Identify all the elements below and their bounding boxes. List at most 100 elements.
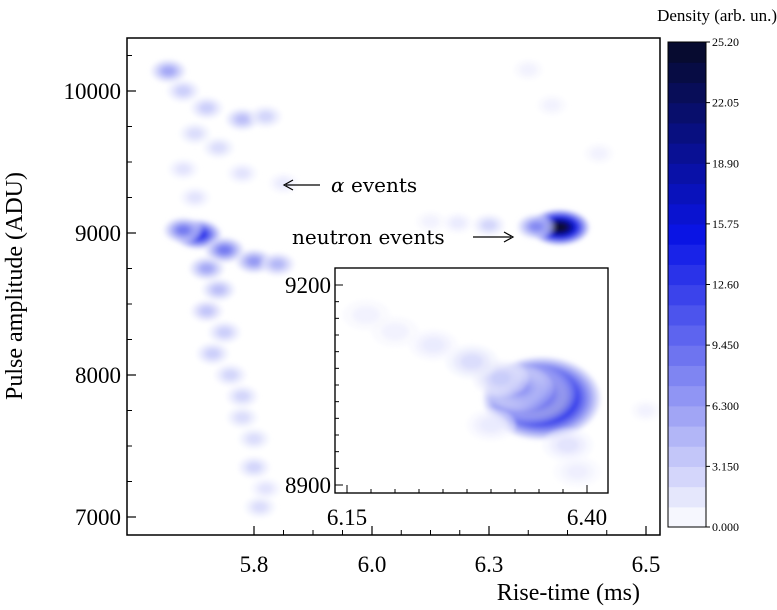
inset-y-tick-label: 8900 [285,473,331,498]
colorbar-level [668,143,706,164]
colorbar: 0.000 3.150 6.300 9.450 12.60 15.75 18.90 22.05… [667,35,739,534]
density-blob [238,456,270,479]
colorbar-tick-label: 12.60 [712,278,739,292]
colorbar-level [668,82,706,104]
colorbar-level [668,385,706,407]
x-tick-label: 5.8 [240,552,269,577]
colorbar-level [668,405,706,427]
colorbar-level [668,324,706,346]
alpha-symbol: α [331,173,345,197]
x-tick-label: 6.5 [632,552,661,577]
inset-x-tick-label: 6.40 [567,505,607,530]
inset-density-blob [342,299,390,331]
colorbar-level [668,365,706,387]
neutron-label: neutron events [292,225,445,249]
x-tick-label: 6.0 [358,552,387,577]
y-tick-label: 8000 [75,363,121,388]
density-blob [244,496,276,518]
density-blob [214,364,247,386]
colorbar-level [668,486,706,508]
x-axis-title: Rise-time (ms) [497,580,640,606]
density-blob [226,385,259,408]
density-blob [631,400,660,421]
neutron-events-annotation: neutron events [292,225,515,249]
colorbar-level [668,304,706,326]
alpha-label: events [351,173,417,197]
colorbar-level [668,122,706,144]
colorbar-level [668,284,706,306]
colorbar-level [668,203,706,225]
density-blob [163,217,203,244]
density-blob [208,321,241,344]
density-blob [190,96,223,120]
colorbar-level [668,506,706,528]
inset-density-layer [342,299,602,488]
density-blob [167,158,199,180]
density-blob [179,186,211,209]
density-blob [150,59,187,84]
density-blob [442,212,473,234]
density-blob [537,94,567,116]
colorbar-tick-label: 25.20 [712,35,739,49]
density-blob [513,59,543,80]
density-blob [204,237,245,263]
main-plot-frame [126,37,661,536]
inset-x-tick-label: 6.15 [327,505,367,530]
inset-density-blob [409,329,458,361]
colorbar-tick-label: 0.000 [712,520,739,534]
inset-plot-frame [334,267,609,494]
colorbar-level [668,183,706,205]
y-tick-label: 9000 [75,221,121,246]
colorbar-tick-label: 22.05 [712,96,739,110]
neutron-arrow-head [503,231,515,243]
colorbar-tick-label: 6.300 [712,399,739,413]
density-blob [250,478,282,500]
x-tick-label: 6.3 [475,552,504,577]
colorbar-level [668,42,706,63]
colorbar-level [668,244,706,265]
density-blob [179,122,211,145]
density-blob [226,162,258,184]
colorbar-level [668,62,706,84]
density-blob [473,214,505,237]
colorbar-level [668,345,706,366]
colorbar-title: Density (arb. un.) [657,6,777,25]
density-blob [238,428,270,450]
inset-y-tick-label: 9200 [285,273,331,298]
density-blob [196,342,229,365]
density-blob [190,299,224,323]
colorbar-level [668,264,706,286]
y-axis-title: Pulse amplitude (ADU) [2,172,28,400]
density-blob [415,211,446,232]
density-blob [517,214,556,240]
colorbar-level [668,102,706,124]
density-blob [260,252,295,276]
density-blob [584,143,614,164]
colorbar-tick-label: 3.150 [712,459,739,473]
y-tick-label: 10000 [64,79,122,104]
colorbar-level [668,425,706,447]
y-tick-label: 7000 [75,505,121,530]
inset-density-blob [466,409,516,441]
density-blob [249,105,282,128]
colorbar-tick-label: 15.75 [712,217,739,231]
density-blob [226,406,258,429]
density-blob [203,137,235,159]
inset-density-blob [445,344,498,379]
density-blob [268,172,299,194]
inset-density-blob [553,456,602,488]
colorbar-tick-label: 9.450 [712,338,739,352]
density-blob [189,256,225,281]
alpha-arrow-head [282,179,294,191]
density-blob [201,278,236,302]
colorbar-level [668,223,706,245]
alpha-events-annotation: α events [282,173,417,197]
main-density-layer [150,59,660,518]
colorbar-level [668,466,706,488]
colorbar-tick-label: 18.90 [712,156,739,170]
colorbar-level [668,163,706,185]
inset-density-blob [542,428,593,462]
density-blob [167,79,200,103]
inset-axes: 6.15 6.40 9200 8900 [285,273,607,530]
